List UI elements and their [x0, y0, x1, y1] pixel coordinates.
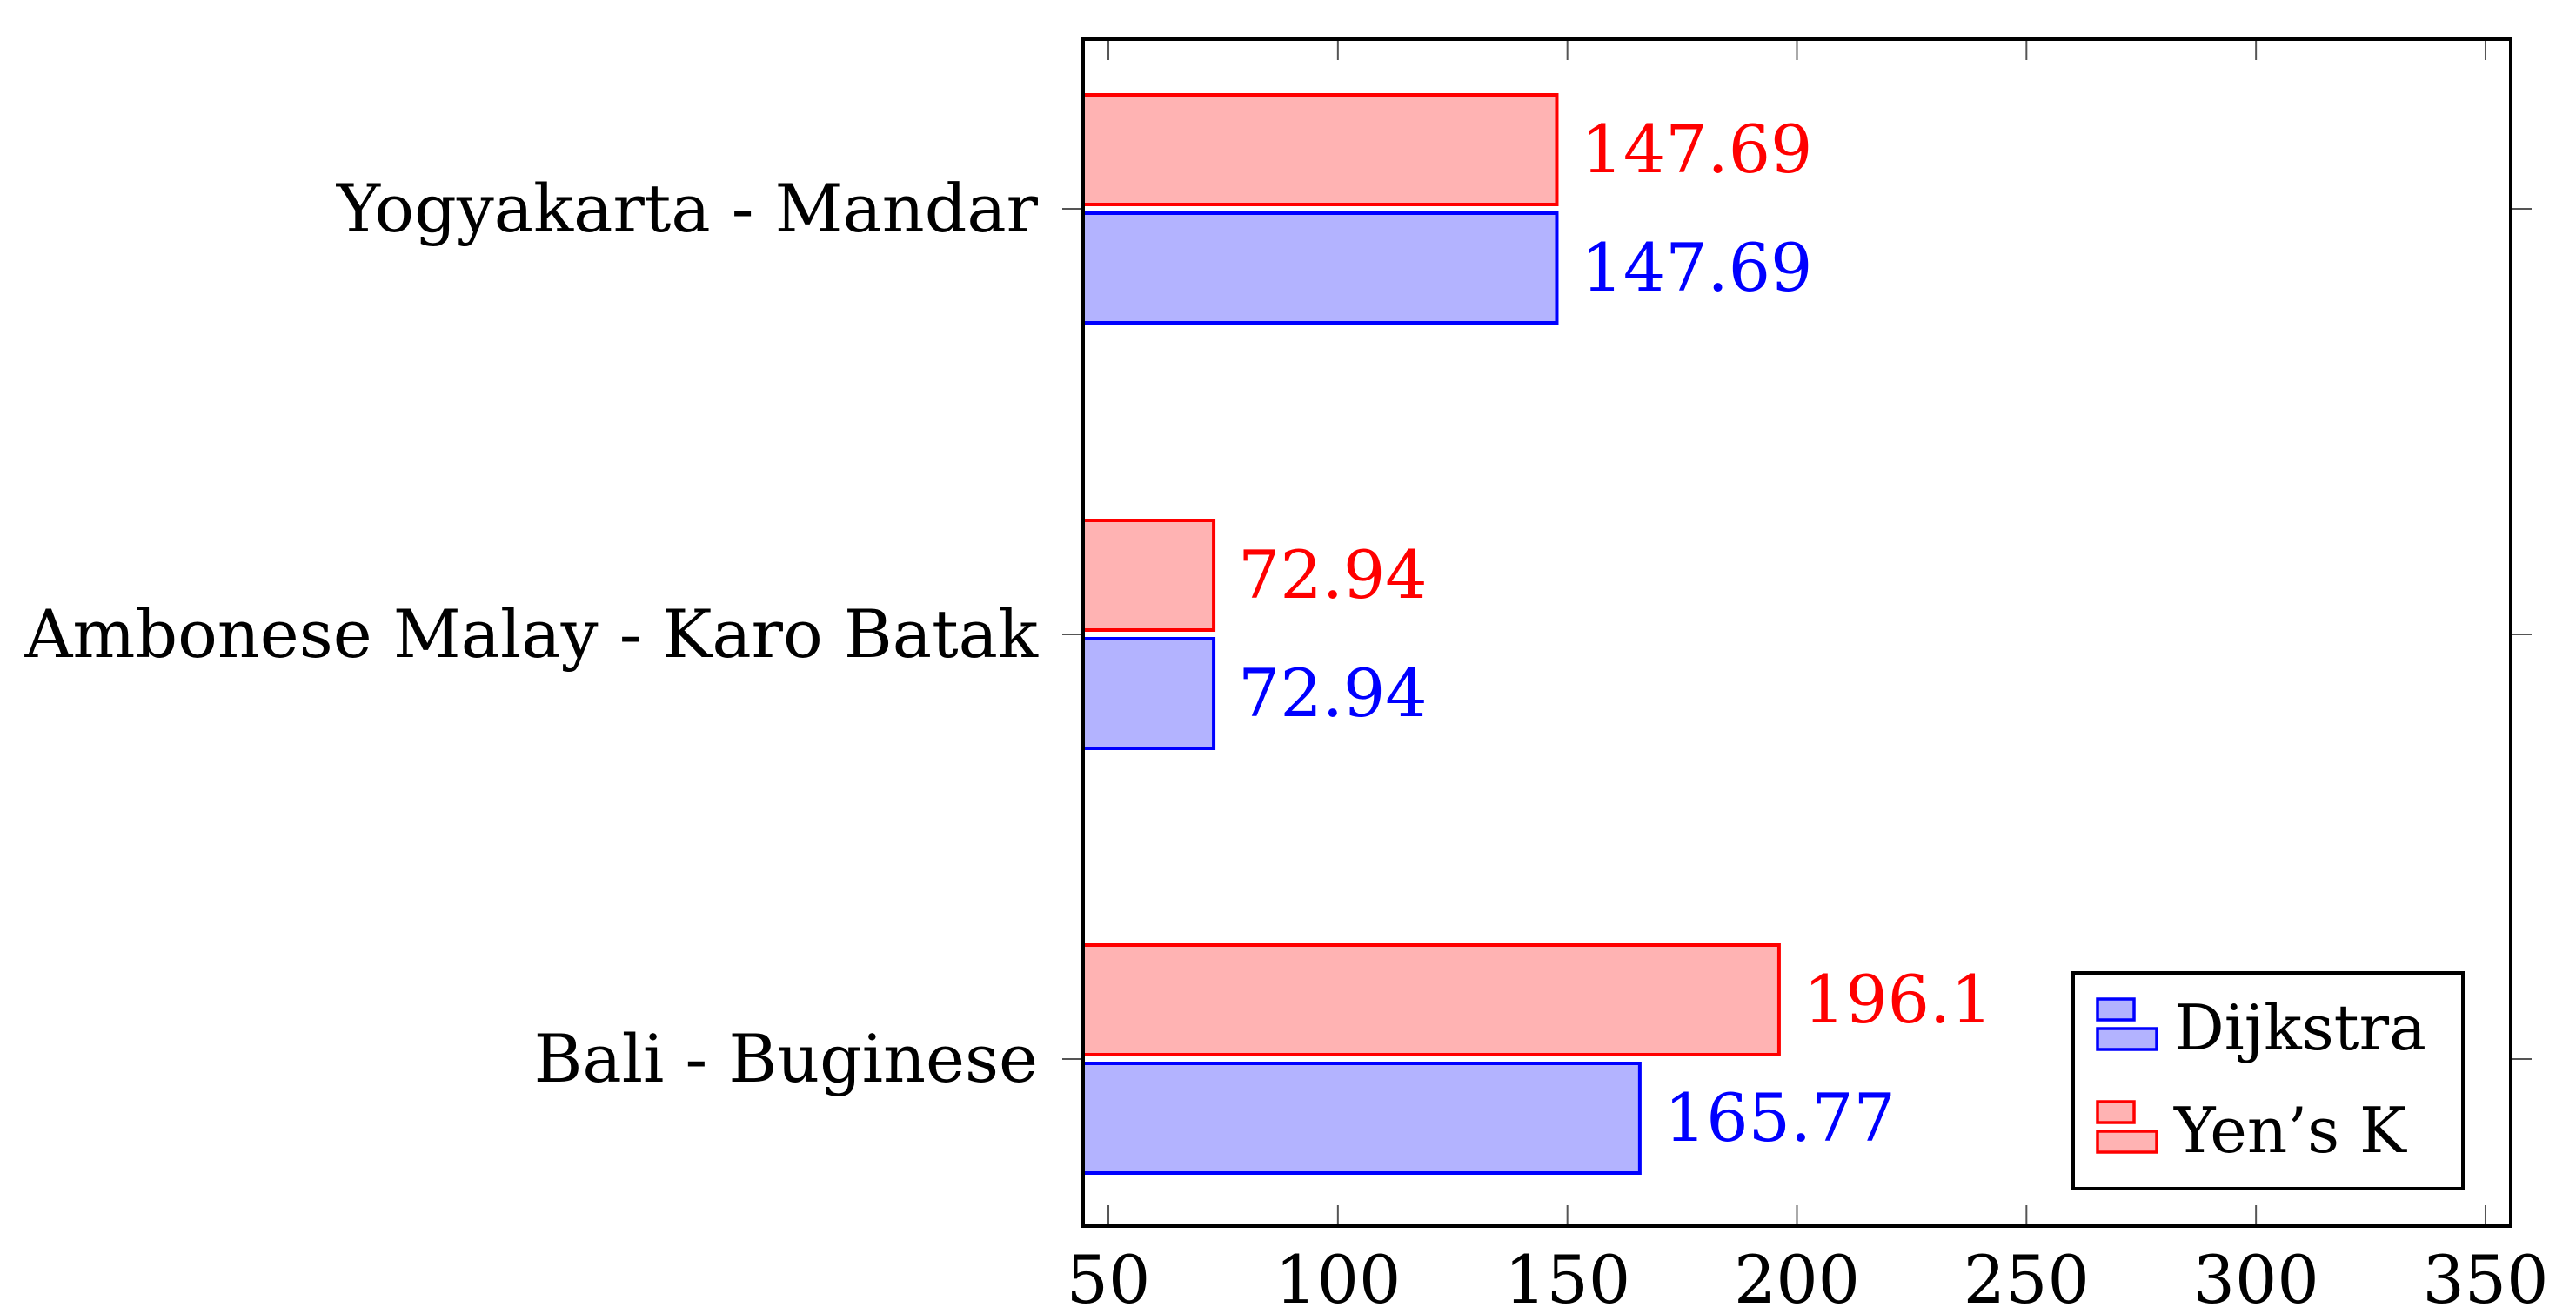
x-tick-label: 100	[1275, 1241, 1401, 1314]
value-label: 72.94	[1238, 536, 1428, 613]
x-tick-labels: 50 100 150 200 250 300 350	[1067, 1241, 2549, 1314]
x-tick-label: 350	[2422, 1241, 2548, 1314]
value-labels: 165.77 196.1 72.94 72.94 147.69 147.69	[1238, 111, 1992, 1156]
bar-dijkstra-1	[1081, 637, 1216, 750]
plot-area-frame	[1081, 37, 2512, 1228]
category-label: Yogyakarta - Mandar	[336, 170, 1039, 247]
legend-label: Yen’s K	[2173, 1094, 2407, 1167]
value-label: 165.77	[1664, 1079, 1896, 1156]
legend: Dijkstra Yen’s K	[2071, 971, 2465, 1190]
value-label: 196.1	[1803, 961, 1993, 1038]
x-tick-label: 200	[1734, 1241, 1860, 1314]
value-label: 147.69	[1581, 229, 1812, 306]
bar-yen-s-k-2	[1081, 93, 1559, 206]
axis-ticks	[1062, 39, 2532, 1226]
bars	[1081, 93, 1781, 1175]
bar-dijkstra-2	[1081, 211, 1559, 325]
x-tick-label: 300	[2193, 1241, 2319, 1314]
x-tick-label: 250	[1964, 1241, 2090, 1314]
legend-swatch	[2096, 1027, 2158, 1051]
bar-dijkstra-0	[1081, 1062, 1642, 1175]
value-label: 147.69	[1581, 111, 1812, 188]
category-label: Ambonese Malay - Karo Batak	[24, 595, 1039, 673]
legend-label: Dijkstra	[2174, 991, 2426, 1064]
legend-swatch	[2096, 1130, 2158, 1154]
bar-yen-s-k-1	[1081, 519, 1216, 632]
legend-swatch	[2096, 997, 2136, 1022]
legend-swatch	[2096, 1100, 2136, 1124]
bar-yen-s-k-0	[1081, 943, 1781, 1056]
value-label: 72.94	[1238, 654, 1428, 732]
x-tick-label: 150	[1504, 1241, 1630, 1314]
category-labels: Bali - Buginese Ambonese Malay - Karo Bat…	[24, 170, 1039, 1097]
x-tick-label: 50	[1067, 1241, 1151, 1314]
category-label: Bali - Buginese	[534, 1020, 1038, 1097]
